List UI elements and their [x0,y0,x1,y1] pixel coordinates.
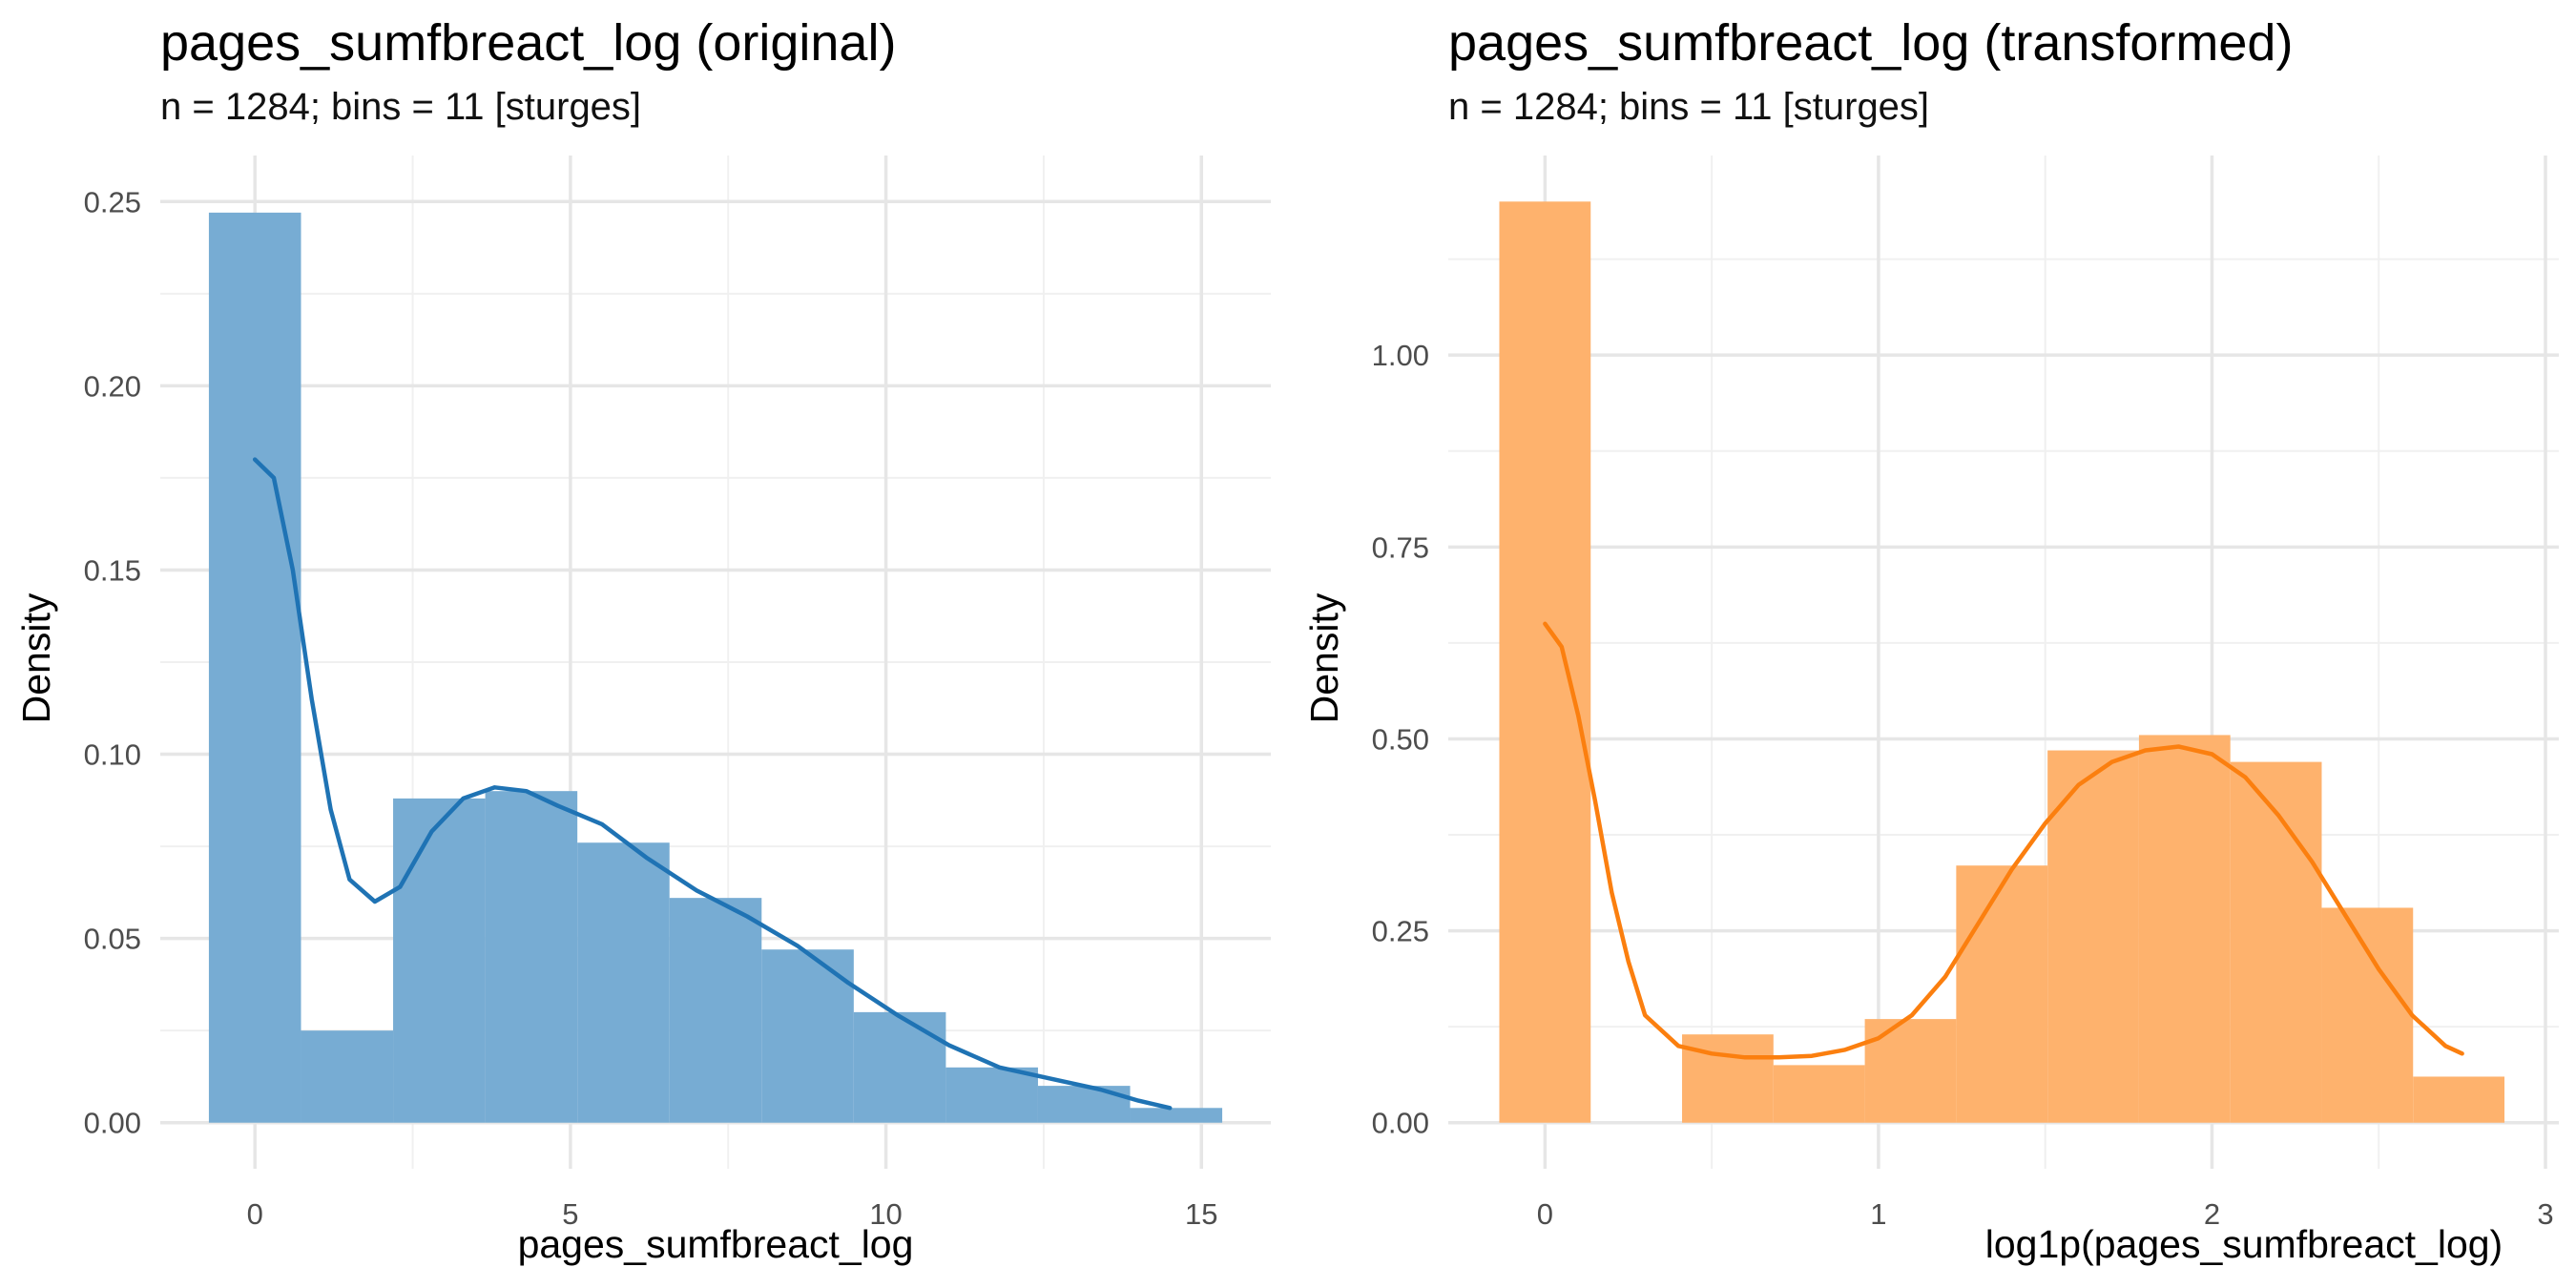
density-curve [252,457,1173,1111]
y-tick-label: 0.10 [84,738,141,772]
histogram-bar [2047,750,2139,1123]
histogram-bar [577,842,670,1123]
chart-panel-transformed: pages_sumfbreact_log (transformed) n = 1… [1288,0,2576,1288]
x-tick-label: 0 [247,1197,263,1231]
y-tick-label: 0.00 [84,1107,141,1140]
histogram-bar [485,791,578,1123]
histogram-bar [945,1067,1038,1123]
y-tick-label: 0.20 [84,369,141,403]
chart-title: pages_sumfbreact_log (original) [160,14,897,72]
histogram-bar [2230,761,2322,1123]
histogram-bar [1037,1086,1131,1123]
y-tick-label: 0.75 [1372,530,1429,564]
density-curve [1543,621,2464,1060]
histogram-bar [393,798,486,1123]
y-tick-label: 0.25 [84,185,141,218]
histogram-bar [2413,1076,2505,1123]
y-axis-title: Density [1302,592,1346,723]
histogram-bar [208,212,301,1123]
histogram-bar [1130,1108,1223,1123]
y-axis-title: Density [14,592,58,723]
histogram-bar [1773,1065,1865,1123]
histogram-bar [1682,1034,1774,1123]
y-tick-label: 0.50 [1372,722,1429,756]
y-tick-label: 0.00 [1372,1107,1429,1140]
x-axis-title: pages_sumfbreact_log [518,1222,914,1266]
chart-subtitle: n = 1284; bins = 11 [sturges] [1448,86,1930,128]
histogram-bar [2138,735,2231,1123]
x-tick-label: 2 [2204,1197,2220,1231]
y-tick-label: 0.05 [84,923,141,956]
histogram-bar [761,949,854,1123]
chart-panel-original: pages_sumfbreact_log (original) n = 1284… [14,14,1271,1266]
y-tick-label: 0.15 [84,553,141,587]
chart-original-svg: 0 5 10 15 0.00 0.05 0.10 0.15 0.20 0.25 pages_sum… [14,156,1271,1266]
y-tick-label: 1.00 [1372,339,1429,372]
histogram-bar [853,1011,946,1123]
y-tick-label: 0.25 [1372,915,1429,948]
x-tick-label: 1 [1870,1197,1886,1231]
x-tick-label: 5 [562,1197,578,1231]
chart-transformed-svg: 0 1 2 3 0.00 0.25 0.50 0.75 1.00 log1p(pages_sum… [1302,156,2559,1266]
x-tick-label: 10 [869,1197,902,1231]
histogram-bar [669,898,762,1123]
histogram-bar [1956,865,2048,1123]
histogram-bar [1864,1019,1957,1123]
chart-title: pages_sumfbreact_log (transformed) [1448,14,2294,72]
x-tick-label: 15 [1185,1197,1217,1231]
x-tick-label: 0 [1537,1197,1553,1231]
x-axis-title: log1p(pages_sumfbreact_log) [1985,1222,2503,1266]
chart-subtitle: n = 1284; bins = 11 [sturges] [160,86,642,128]
histogram-bar [301,1030,394,1123]
histogram-bar [1499,201,1591,1123]
x-tick-label: 3 [2537,1197,2553,1231]
histogram-bar [2321,907,2414,1123]
